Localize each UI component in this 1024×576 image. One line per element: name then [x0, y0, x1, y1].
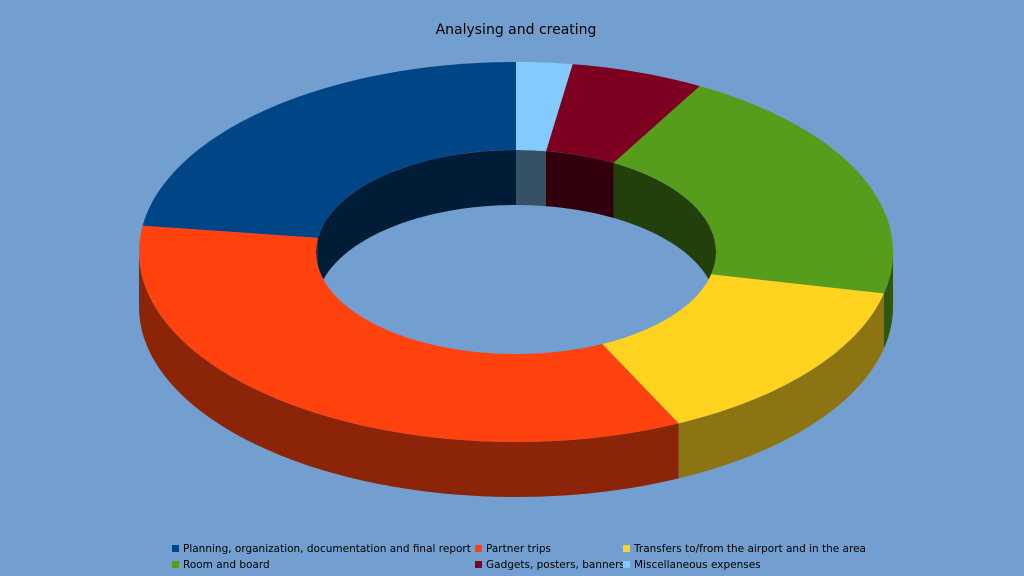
slice-outer-wall	[678, 293, 884, 479]
legend-swatch	[623, 545, 630, 552]
legend-label: Partner trips	[486, 543, 551, 555]
legend-label: Miscellaneous expenses	[634, 559, 761, 571]
slice	[516, 62, 573, 152]
legend-label: Transfers to/from the airport and in the…	[633, 543, 866, 555]
slice-inner-wall	[546, 151, 614, 218]
legend-swatch	[172, 561, 179, 568]
legend-label: Room and board	[183, 559, 270, 571]
slice-inner-wall	[516, 150, 546, 207]
slice-outer-wall	[139, 252, 679, 497]
slice	[139, 225, 679, 442]
legend-swatch	[475, 545, 482, 552]
slice	[142, 62, 516, 238]
legend-swatch	[623, 561, 630, 568]
legend-label: Gadgets, posters, banners	[486, 559, 625, 571]
slice	[602, 274, 884, 424]
slice-inner-wall	[317, 150, 516, 293]
legend-swatch	[172, 545, 179, 552]
chart-title: Analysing and creating	[436, 22, 597, 38]
outer-walls	[139, 252, 893, 497]
slice-inner-wall	[613, 162, 716, 307]
top-faces	[139, 62, 893, 442]
legend-swatch	[475, 561, 482, 568]
legend-label: Planning, organization, documentation an…	[183, 543, 471, 555]
slice	[613, 86, 893, 294]
slice-outer-wall	[883, 252, 893, 349]
legend: Planning, organization, documentation an…	[172, 543, 866, 571]
slice	[546, 64, 700, 163]
